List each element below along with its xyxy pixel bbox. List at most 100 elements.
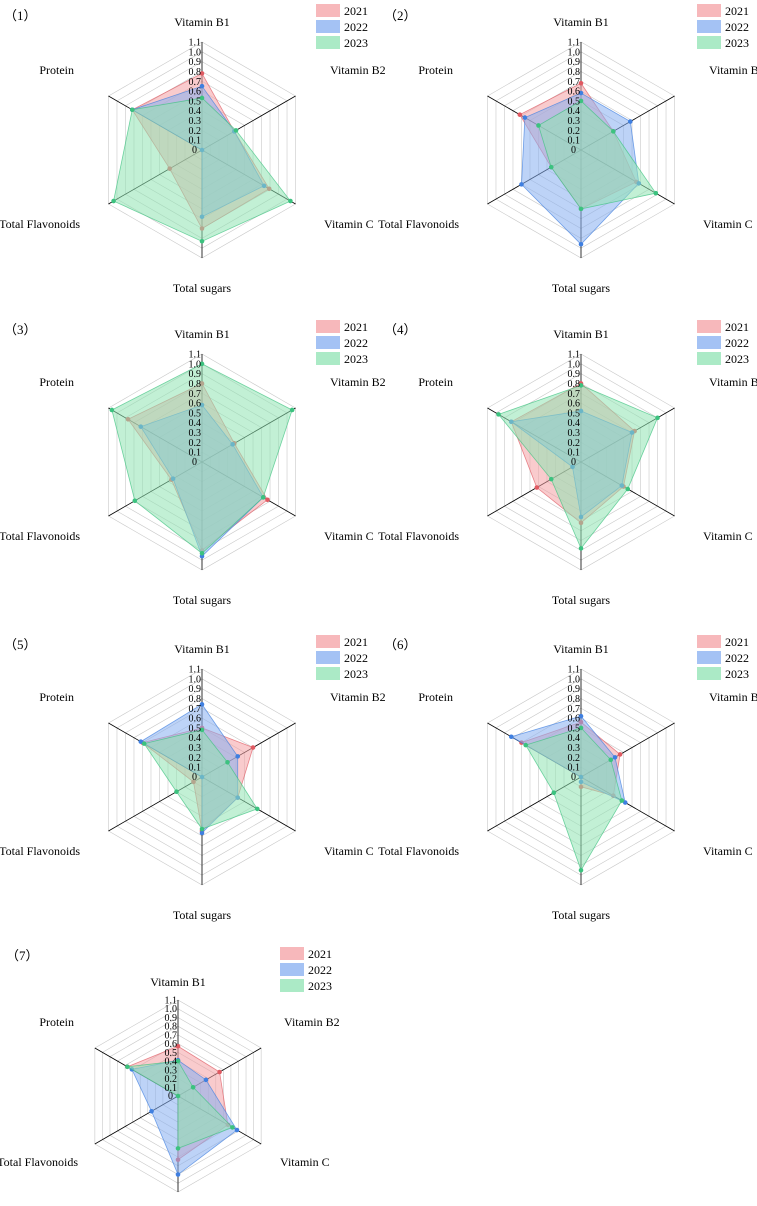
tick-label: 0.3 [189,428,202,439]
axis-label-vitamin-b1: Vitamin B1 [150,975,206,989]
tick-label: 1.0 [568,674,581,685]
panel-label: （6） [384,637,417,652]
legend-swatch-2023 [316,36,340,49]
tick-label: 0 [571,457,576,468]
tick-label: 1.1 [568,38,581,49]
tick-label: 0.3 [568,116,581,127]
tick-label: 0.6 [189,87,202,98]
axis-label-vitamin-b1: Vitamin B1 [553,642,609,656]
data-point-2023-vitamin-b1 [199,727,205,733]
axis-label-total-flavonoids: Total Flavonoids [0,529,80,543]
data-point-2023-protein [141,741,147,746]
tick-label: 0.4 [568,418,581,429]
tick-label: 0.4 [568,106,581,117]
tick-label: 0.8 [568,379,581,390]
axis-label-vitamin-b1: Vitamin B1 [174,15,230,29]
tick-label: 0.4 [189,106,202,117]
tick-label: 0.7 [165,1030,178,1041]
tick-label: 0.5 [189,723,202,734]
legend-swatch-2023 [316,352,340,365]
tick-label: 0.2 [189,438,202,449]
legend-swatch-2021 [316,635,340,648]
axis-label-vitamin-b2: Vitamin B2 [330,690,386,704]
axis-label-vitamin-b2: Vitamin B2 [709,63,757,77]
axis-label-vitamin-c: Vitamin C [324,529,374,543]
axis-label-protein: Protein [39,1015,74,1029]
data-point-2023-total-sugars [199,551,205,556]
data-point-2023-vitamin-b1 [175,1058,181,1064]
data-point-2023-vitamin-b2 [608,757,614,763]
series-area-2023 [113,97,292,242]
legend-label-2023: 2023 [725,352,749,366]
data-point-2021-vitamin-b2 [217,1069,222,1075]
data-point-2023-vitamin-c [625,486,631,492]
tick-label: 1.1 [189,38,202,49]
data-point-2022-vitamin-b2 [235,754,241,759]
legend-swatch-2023 [280,979,304,992]
data-point-2023-vitamin-b1 [199,361,205,367]
data-point-2023-vitamin-c [230,1125,235,1130]
tick-label: 0.7 [189,389,202,400]
tick-label: 0.3 [568,743,581,754]
data-point-2023-vitamin-c [653,190,659,196]
axis-label-vitamin-c: Vitamin C [324,217,374,231]
legend-label-2022: 2022 [725,20,749,34]
legend-label-2023: 2023 [344,36,368,50]
tick-label: 0.5 [568,96,581,107]
data-point-2022-total-sugars [199,830,205,836]
legend-swatch-2022 [697,651,721,664]
tick-label: 0 [192,772,197,783]
legend-label-2021: 2021 [725,4,749,18]
tick-label: 1.1 [568,350,581,361]
tick-label: 0.9 [189,684,202,695]
tick-label: 0.1 [165,1083,178,1094]
legend-swatch-2022 [697,336,721,349]
data-point-2021-protein [517,112,523,117]
tick-label: 0.1 [568,448,581,459]
data-point-2023-protein [125,1064,130,1070]
legend-swatch-2023 [697,352,721,365]
tick-label: 0.1 [189,136,202,147]
tick-label: 0.2 [189,126,202,137]
tick-label: 0.2 [568,753,581,764]
tick-label: 1.0 [189,359,202,370]
tick-label: 0.7 [189,704,202,715]
axis-label-total-flavonoids: Total Flavonoids [0,1155,78,1169]
tick-label: 0.4 [189,418,202,429]
legend-swatch-2023 [316,667,340,680]
axis-label-total-sugars: Total sugars [552,281,610,295]
axis-label-total-flavonoids: Total Flavonoids [0,217,80,231]
axis-label-vitamin-c: Vitamin C [703,529,753,543]
data-point-2022-total-sugars [175,1172,181,1177]
legend-label-2023: 2023 [725,36,749,50]
data-point-2023-total-sugars [199,239,205,244]
tick-label: 0.3 [189,743,202,754]
tick-label: 0.8 [189,694,202,705]
axis-label-protein: Protein [39,375,74,389]
axis-label-total-flavonoids: Total Flavonoids [378,217,459,231]
axis-label-protein: Protein [418,690,453,704]
tick-label: 0 [192,457,197,468]
tick-label: 0 [571,772,576,783]
tick-label: 0.5 [568,408,581,419]
tick-label: 0.3 [189,116,202,127]
axis-label-vitamin-c: Vitamin C [324,844,374,858]
axis-label-vitamin-b1: Vitamin B1 [553,327,609,341]
data-point-2023-vitamin-c [254,806,260,812]
data-point-2022-protein [522,115,528,120]
tick-label: 0.1 [189,448,202,459]
data-point-2022-vitamin-c [622,800,628,805]
tick-label: 0.4 [568,733,581,744]
data-point-2022-total-flavonoids [149,1108,154,1114]
tick-label: 0.5 [189,96,202,107]
tick-label: 0.5 [165,1048,178,1059]
axis-label-total-flavonoids: Total Flavonoids [0,844,80,858]
legend-label-2022: 2022 [344,336,368,350]
axis-label-vitamin-b2: Vitamin B2 [284,1015,340,1029]
tick-label: 0.1 [189,763,202,774]
tick-label: 0.6 [568,714,581,725]
tick-label: 0.3 [165,1065,178,1076]
data-point-2023-protein [536,123,541,128]
data-point-2021-vitamin-c [265,497,270,503]
data-point-2022-total-flavonoids [519,182,524,187]
